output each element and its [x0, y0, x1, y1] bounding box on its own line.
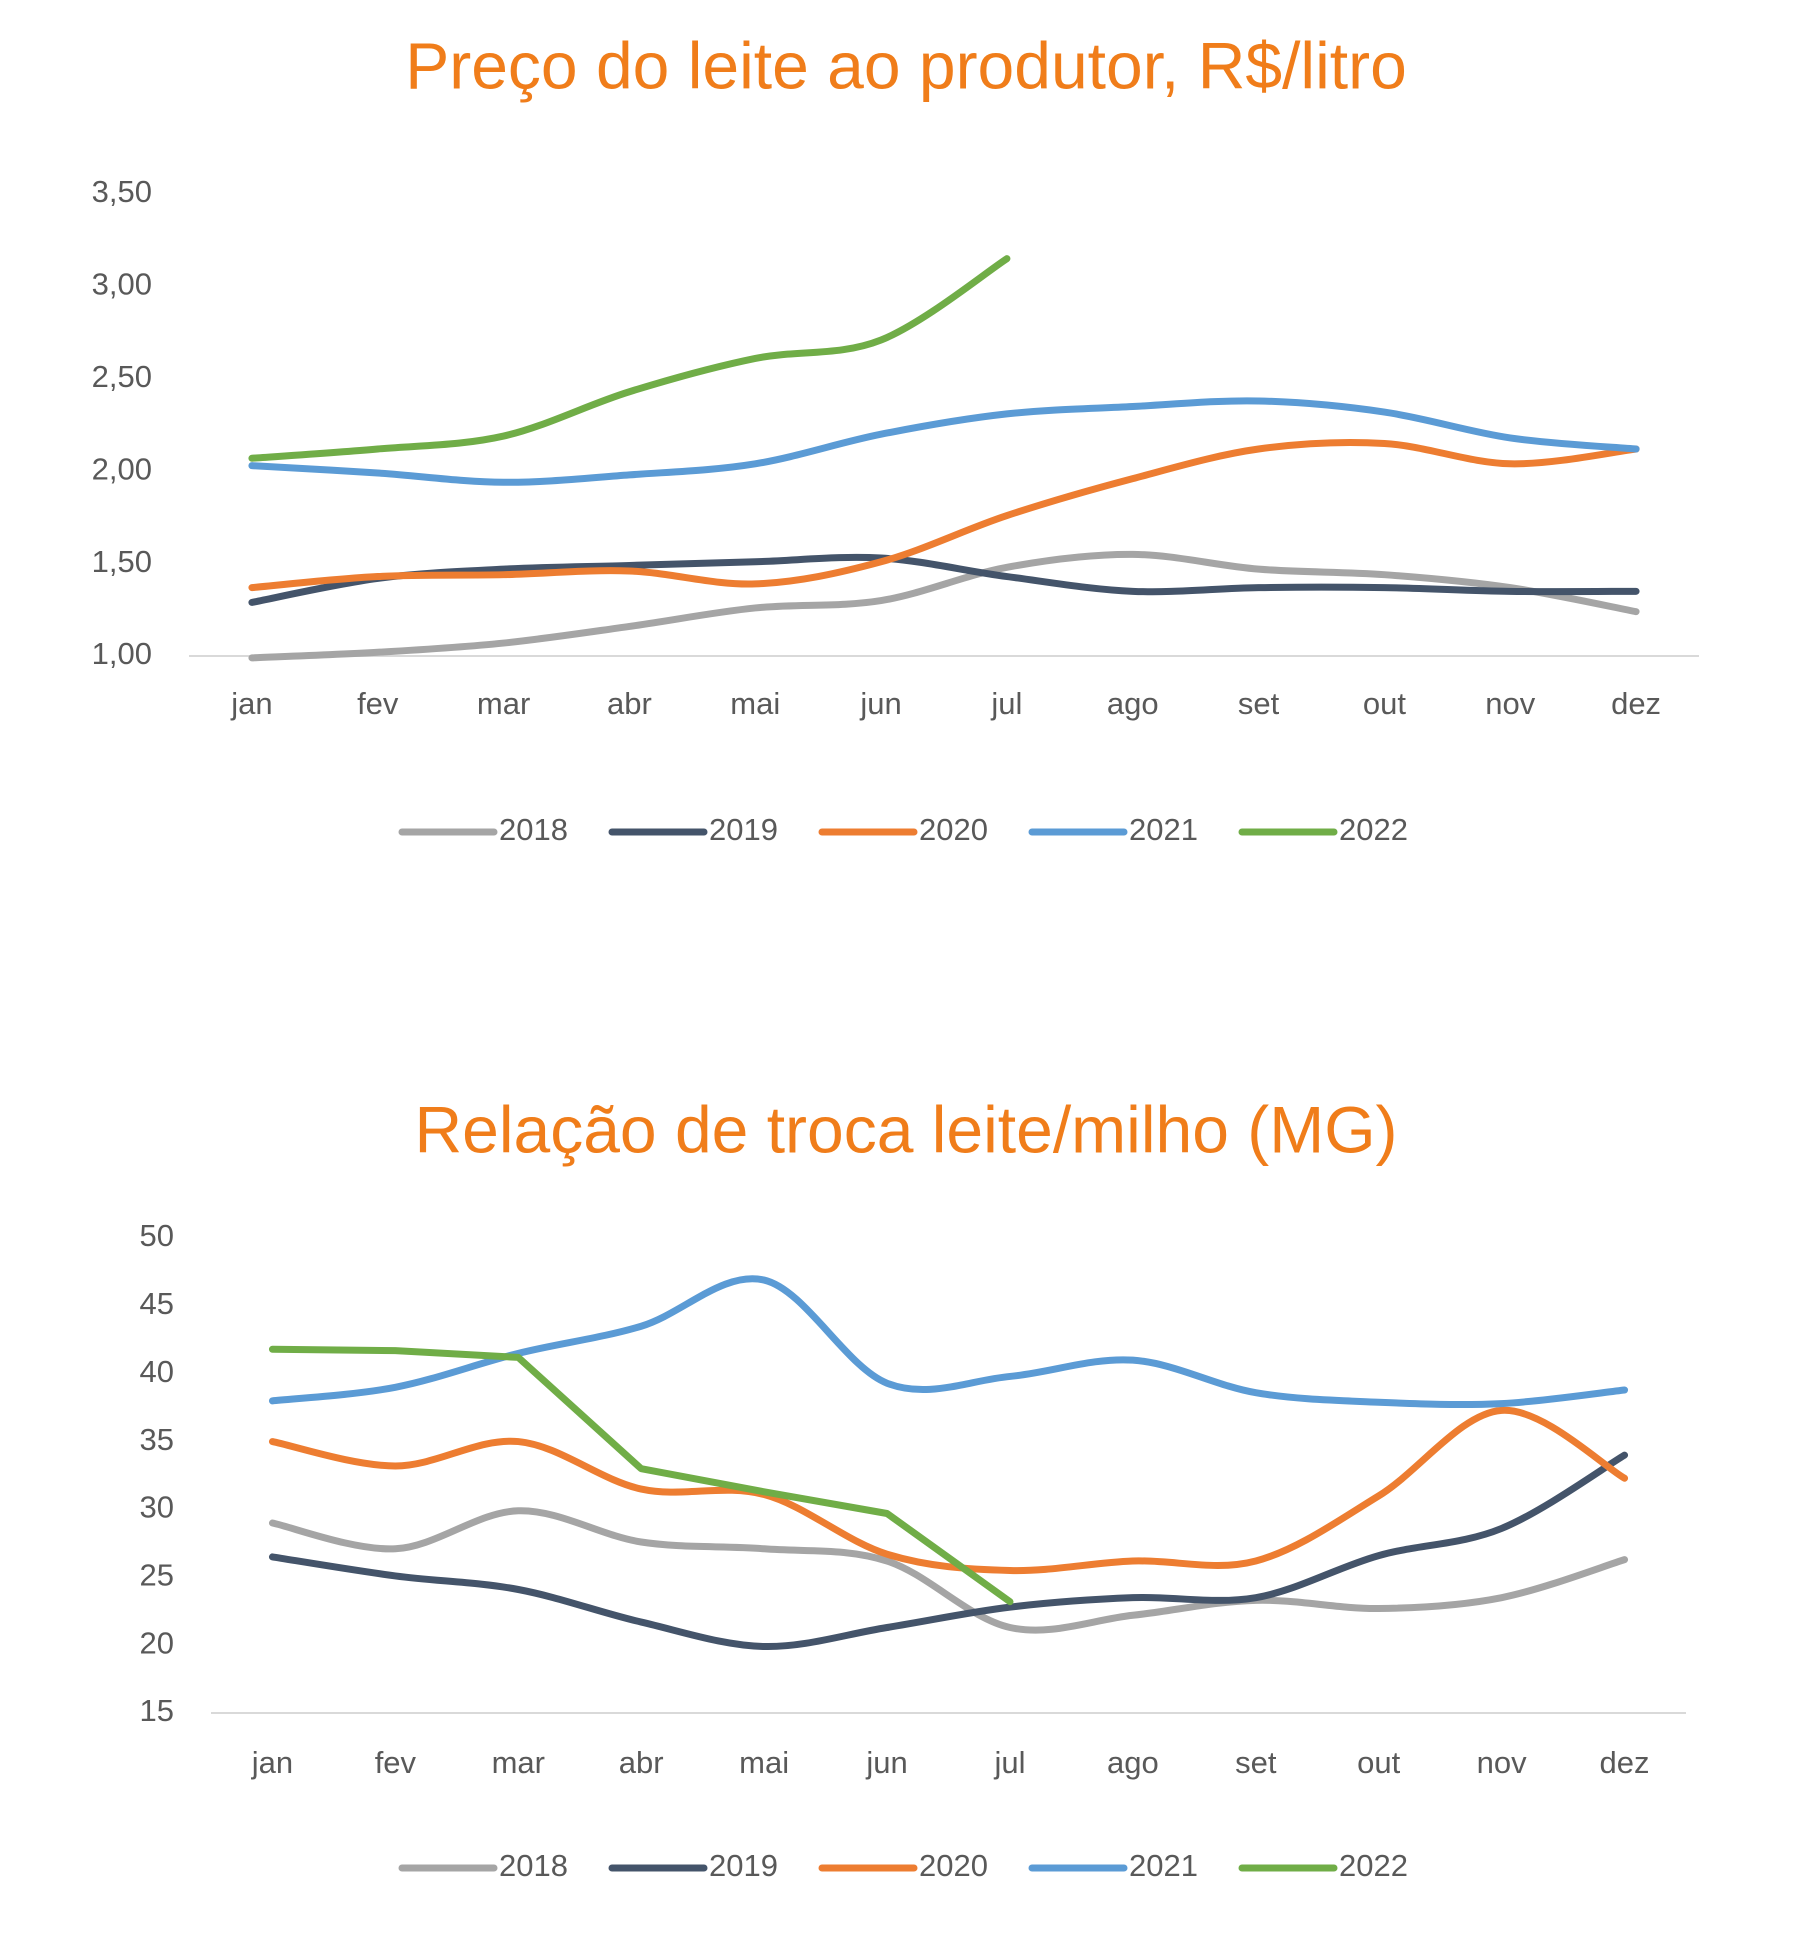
series-line — [268, 1345, 1014, 1606]
x-tick-label: out — [1357, 1745, 1400, 1780]
x-tick-label: fev — [375, 1745, 417, 1780]
x-tick-label: fev — [357, 686, 399, 721]
series-line — [268, 1275, 1629, 1409]
y-tick-label: 25 — [140, 1557, 174, 1592]
x-tick-label: mai — [730, 686, 780, 721]
x-tick-label: abr — [607, 686, 652, 721]
y-tick-label: 20 — [140, 1625, 174, 1660]
series-line — [248, 438, 1640, 592]
y-tick-label: 50 — [140, 1218, 174, 1253]
x-tick-label: out — [1363, 686, 1406, 721]
x-tick-label: abr — [619, 1745, 664, 1780]
y-tick-label: 45 — [140, 1286, 174, 1321]
legend-label: 2021 — [1129, 812, 1198, 847]
series-line — [248, 550, 1640, 662]
x-tick-label: nov — [1477, 1745, 1527, 1780]
legend-label: 2018 — [499, 812, 568, 847]
x-tick-label: nov — [1485, 686, 1535, 721]
x-tick-label: jun — [865, 1745, 907, 1780]
y-tick-label: 3,50 — [92, 174, 152, 209]
legend-label: 2020 — [919, 812, 988, 847]
y-tick-label: 2,00 — [92, 451, 152, 486]
x-tick-label: set — [1238, 686, 1280, 721]
x-tick-label: mar — [477, 686, 530, 721]
y-tick-label: 15 — [140, 1693, 174, 1728]
x-tick-label: jul — [993, 1745, 1025, 1780]
y-tick-label: 3,00 — [92, 267, 152, 302]
legend-label: 2018 — [499, 1848, 568, 1883]
y-tick-label: 2,50 — [92, 359, 152, 394]
y-tick-label: 1,50 — [92, 544, 152, 579]
x-tick-label: ago — [1107, 686, 1159, 721]
legend-label: 2019 — [709, 1848, 778, 1883]
legend-label: 2020 — [919, 1848, 988, 1883]
y-tick-label: 1,00 — [92, 636, 152, 671]
legend-label: 2022 — [1339, 1848, 1408, 1883]
y-tick-label: 40 — [140, 1354, 174, 1389]
legend-label: 2019 — [709, 812, 778, 847]
x-tick-label: mai — [739, 1745, 789, 1780]
y-tick-label: 35 — [140, 1422, 174, 1457]
x-tick-label: set — [1235, 1745, 1277, 1780]
legend-label: 2021 — [1129, 1848, 1198, 1883]
series-line — [268, 1507, 1629, 1634]
series-line — [248, 255, 1011, 462]
x-tick-label: jun — [859, 686, 901, 721]
x-tick-label: jul — [990, 686, 1022, 721]
series-line — [248, 553, 1640, 606]
x-tick-label: jan — [230, 686, 272, 721]
x-tick-label: jan — [251, 1745, 293, 1780]
x-tick-label: ago — [1107, 1745, 1159, 1780]
series-line — [268, 1451, 1629, 1651]
x-tick-label: dez — [1600, 1745, 1650, 1780]
x-tick-label: mar — [492, 1745, 545, 1780]
legend-label: 2022 — [1339, 812, 1408, 847]
chart-title: Relação de troca leite/milho (MG) — [414, 1092, 1397, 1166]
chart-title: Preço do leite ao produtor, R$/litro — [405, 28, 1407, 102]
series-line — [248, 397, 1640, 486]
x-tick-label: dez — [1611, 686, 1661, 721]
y-tick-label: 30 — [140, 1490, 174, 1525]
